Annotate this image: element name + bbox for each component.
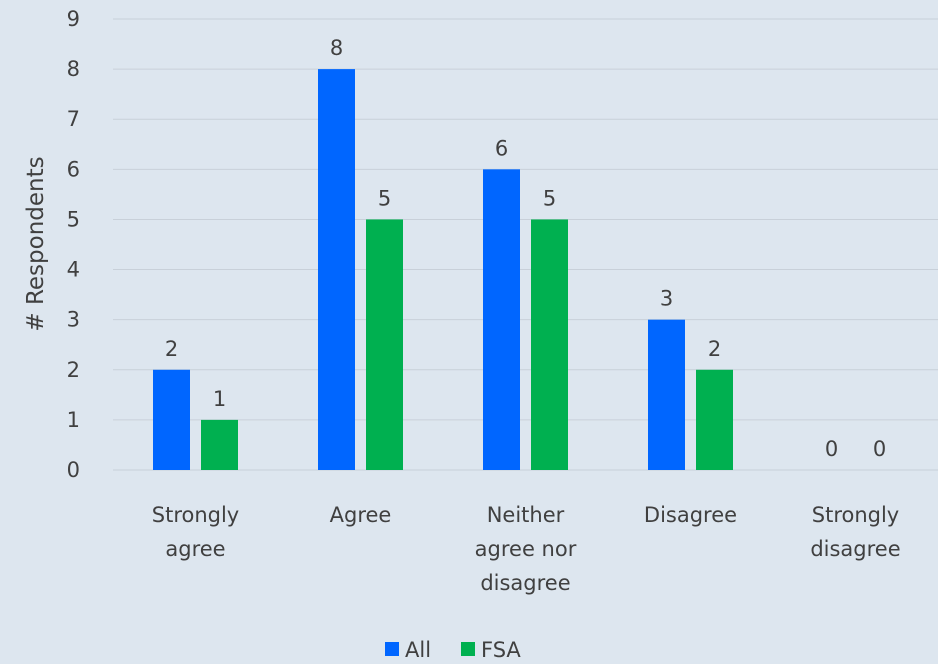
legend-label-fsa: FSA — [481, 638, 521, 662]
bar-fsa — [696, 369, 733, 470]
gridlines — [113, 18, 938, 471]
data-label: 8 — [330, 36, 343, 60]
bars — [153, 69, 733, 471]
bar-fsa — [531, 219, 568, 470]
y-tick-label: 2 — [67, 358, 80, 382]
x-category-label: Disagree — [644, 503, 737, 527]
x-category-label: Agree — [330, 503, 392, 527]
bar-fsa — [201, 419, 238, 470]
y-tick-label: 6 — [67, 157, 80, 181]
bar-all — [153, 369, 190, 470]
y-tick-label: 1 — [67, 408, 80, 432]
y-tick-label: 7 — [67, 107, 80, 131]
data-label: 3 — [660, 287, 673, 311]
legend-label-all: All — [405, 638, 431, 662]
data-label: 5 — [543, 186, 556, 210]
legend-swatch-all — [385, 642, 399, 656]
y-tick-label: 9 — [67, 7, 80, 31]
x-category-label: Strongly disagree — [810, 503, 900, 561]
x-category-label: Neither agree nor disagree — [475, 503, 577, 595]
data-label: 2 — [165, 337, 178, 361]
data-label: 2 — [708, 337, 721, 361]
y-axis-ticks: 0 1 2 3 4 5 6 7 8 9 — [67, 7, 80, 482]
data-labels: 2 1 8 5 6 5 3 2 0 0 — [165, 36, 886, 461]
y-tick-label: 3 — [67, 308, 80, 332]
legend-swatch-fsa — [461, 642, 475, 656]
bar-all — [483, 169, 520, 471]
x-category-label: Strongly agree — [152, 503, 240, 561]
y-tick-label: 8 — [67, 57, 80, 81]
legend: All FSA — [385, 638, 521, 662]
y-tick-label: 5 — [67, 207, 80, 231]
y-tick-label: 0 — [67, 458, 80, 482]
data-label: 5 — [378, 186, 391, 210]
data-label: 0 — [873, 437, 886, 461]
bar-all — [648, 319, 685, 470]
x-axis-categories: Strongly agree Agree Neither agree nor disagr… — [152, 503, 901, 595]
data-label: 6 — [495, 136, 508, 160]
y-tick-label: 4 — [67, 258, 80, 282]
bar-all — [318, 69, 355, 470]
bar-fsa — [366, 219, 403, 470]
data-label: 1 — [213, 387, 226, 411]
y-axis-title: # Respondents — [23, 156, 49, 331]
data-label: 0 — [825, 437, 838, 461]
